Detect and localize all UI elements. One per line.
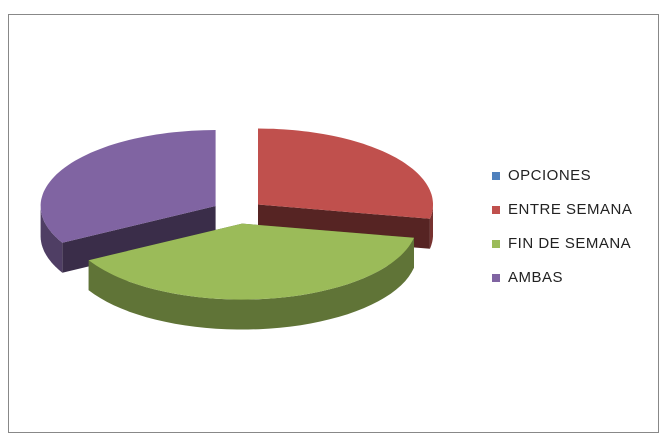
legend-label: FIN DE SEMANA (508, 235, 631, 252)
slice (258, 128, 433, 219)
slice (88, 223, 414, 300)
legend-label: AMBAS (508, 269, 563, 286)
slice-side (62, 206, 216, 273)
legend-swatch (492, 172, 500, 180)
legend-label: OPCIONES (508, 167, 591, 184)
slice-wall (429, 204, 433, 249)
legend-label: ENTRE SEMANA (508, 201, 632, 218)
slice (40, 130, 216, 243)
legend-swatch (492, 240, 500, 248)
slice-wall (88, 237, 414, 330)
legend-swatch (492, 274, 500, 282)
slice-wall (40, 206, 63, 273)
legend-swatch (492, 206, 500, 214)
